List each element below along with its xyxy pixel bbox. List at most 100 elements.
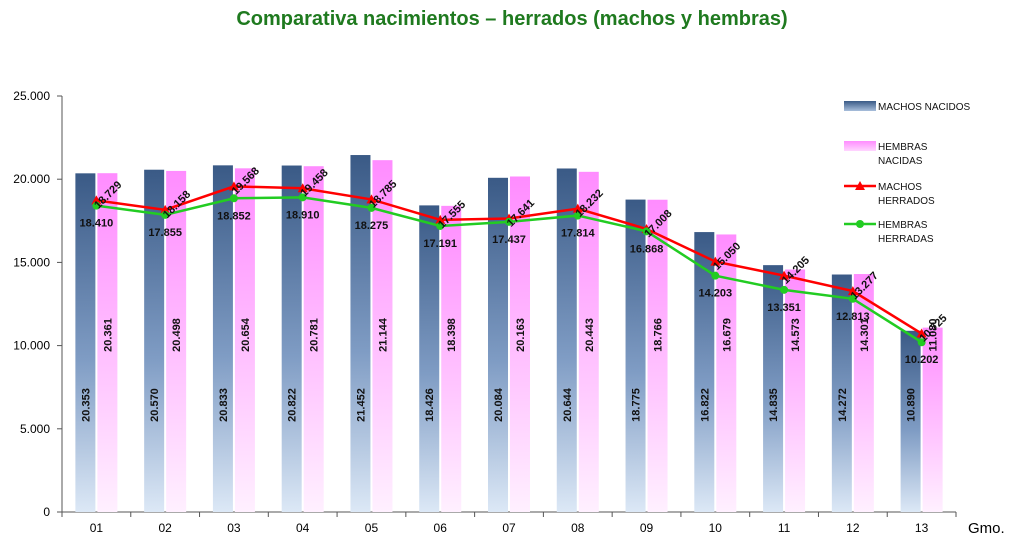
x-tick-label: 05	[365, 521, 379, 535]
bar-data-label: 16.679	[721, 318, 733, 352]
marker-hembras-herradas	[642, 227, 651, 236]
bar-data-label: 21.144	[377, 317, 389, 352]
bar-data-label: 11.080	[928, 318, 940, 351]
bar-hembras-nacidas	[97, 173, 118, 512]
marker-machos-herrados	[847, 286, 858, 296]
line-data-label: 14.203	[698, 288, 732, 300]
bar-machos-nacidos	[212, 165, 233, 513]
marker-hembras-herradas	[780, 285, 789, 294]
marker-hembras-herradas	[161, 210, 170, 219]
x-tick-label: 06	[434, 521, 448, 535]
line-data-label: 18.910	[286, 209, 320, 221]
marker-machos-herrados	[710, 256, 721, 266]
marker-machos-herrados	[297, 183, 308, 193]
x-tick-label: 03	[227, 521, 241, 535]
line-data-label: 18.410	[80, 218, 114, 230]
legend-swatch	[844, 141, 876, 151]
bar-machos-nacidos	[419, 205, 440, 512]
bar-machos-nacidos	[900, 330, 921, 512]
legend: MACHOS NACIDOS HEMBRAS NACIDAS MACHOS HERRAD…	[844, 101, 971, 245]
bar-data-label: 18.398	[446, 318, 458, 352]
x-tick-label: 01	[90, 521, 104, 535]
line-data-label: 18.852	[217, 210, 251, 222]
bar-data-label: 10.890	[906, 388, 918, 422]
line-data-label: 17.191	[423, 238, 457, 250]
x-tick-label: 02	[158, 521, 172, 535]
bar-data-label: 20.654	[240, 317, 252, 352]
bar-data-label: 16.822	[699, 388, 711, 422]
legend-label: HEMBRAS NACIDAS	[878, 142, 928, 167]
marker-hembras-herradas	[573, 211, 582, 220]
bar-data-label: 20.163	[515, 318, 527, 352]
y-tick-label: 5.000	[20, 422, 50, 436]
bar-hembras-nacidas	[785, 269, 806, 512]
bar-hembras-nacidas	[647, 199, 668, 512]
x-tick-label: 07	[502, 521, 516, 535]
line-data-label: 17.437	[492, 234, 526, 246]
bar-data-label: 20.781	[309, 318, 321, 352]
x-tick-label: 12	[846, 521, 860, 535]
marker-hembras-herradas	[917, 338, 926, 347]
x-tick-label: 08	[571, 521, 585, 535]
marker-hembras-herradas	[436, 221, 445, 230]
bar-data-label: 20.822	[287, 388, 299, 422]
y-tick-label: 20.000	[13, 172, 50, 186]
legend-marker	[855, 181, 865, 190]
chart-title: Comparativa nacimientos – herrados (mach…	[236, 8, 788, 30]
legend-label: MACHOS NACIDOS	[878, 102, 971, 113]
marker-hembras-herradas	[711, 271, 720, 280]
marker-machos-herrados	[572, 203, 583, 213]
x-tick-label: 13	[915, 521, 929, 535]
bar-machos-nacidos	[144, 169, 165, 512]
x-tick-label: 11	[778, 521, 791, 535]
marker-machos-herrados	[916, 328, 927, 338]
marker-machos-herrados	[366, 194, 377, 204]
line-data-label: 17.855	[148, 227, 182, 239]
bar-data-label: 20.498	[171, 318, 183, 352]
bar-data-label: 20.644	[562, 387, 574, 422]
bar-labels-layer: 20.353 20.570 20.833 20.822 21.452 18.426 20.0…	[80, 317, 939, 422]
bar-data-label: 20.353	[80, 388, 92, 422]
line-data-label: 13.351	[767, 302, 801, 314]
y-tick-label: 10.000	[13, 339, 50, 353]
bar-data-label: 20.361	[102, 318, 114, 352]
axes: 0 5.000 10.000 15.000 20.000 25.000 01 02 03 04 05…	[13, 89, 957, 535]
bar-hembras-nacidas	[853, 274, 874, 512]
bar-machos-nacidos	[763, 265, 784, 512]
marker-hembras-herradas	[298, 193, 307, 202]
bar-data-label: 18.426	[424, 388, 436, 422]
marker-machos-herrados	[160, 204, 171, 214]
bar-data-label: 18.766	[653, 318, 665, 352]
line-data-label: 17.814	[561, 228, 596, 240]
marker-machos-herrados	[91, 195, 102, 205]
bar-data-label: 21.452	[355, 388, 367, 422]
marker-hembras-herradas	[367, 203, 376, 212]
legend-marker	[856, 220, 864, 228]
bar-data-label: 14.272	[837, 388, 849, 422]
bar-hembras-nacidas	[441, 205, 462, 512]
bar-data-label: 20.084	[493, 387, 505, 422]
bar-hembras-nacidas	[922, 327, 943, 512]
x-tick-label: 10	[709, 521, 723, 535]
bar-data-label: 20.570	[149, 388, 161, 422]
bar-machos-nacidos	[75, 173, 96, 512]
bar-machos-nacidos	[556, 168, 577, 513]
bar-data-label: 14.301	[859, 318, 871, 352]
marker-hembras-herradas	[848, 294, 857, 303]
marker-machos-herrados	[435, 214, 446, 224]
legend-label: HEMBRAS HERRADAS	[878, 220, 934, 245]
legend-swatch	[844, 101, 876, 111]
y-tick-label: 15.000	[13, 255, 50, 269]
bar-hembras-nacidas	[234, 168, 255, 512]
bar-data-label: 18.775	[631, 388, 643, 422]
bar-data-label: 20.833	[218, 388, 230, 422]
line-data-label: 10.202	[905, 354, 939, 366]
marker-machos-herrados	[228, 181, 239, 191]
bar-machos-nacidos	[488, 177, 508, 512]
marker-hembras-herradas	[505, 217, 513, 226]
bar-hembras-nacidas	[303, 166, 324, 512]
bar-data-label: 14.573	[790, 318, 802, 352]
bar-machos-nacidos	[831, 274, 852, 512]
y-tick-label: 25.000	[13, 89, 50, 103]
